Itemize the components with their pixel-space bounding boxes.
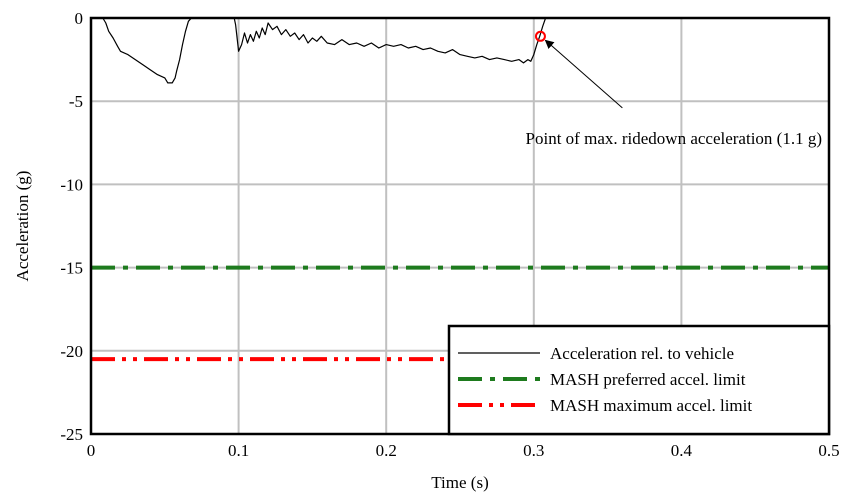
x-tick-label: 0.1: [228, 441, 249, 460]
x-tick-label: 0.3: [523, 441, 544, 460]
data-series: [102, 17, 547, 84]
y-tick-label: -15: [60, 259, 83, 278]
x-tick-label: 0: [87, 441, 96, 460]
max-ridedown-marker: [534, 30, 546, 42]
y-tick-label: 0: [75, 9, 84, 28]
legend-label-1: MASH preferred accel. limit: [550, 370, 746, 389]
legend: Acceleration rel. to vehicle MASH preferr…: [447, 324, 831, 436]
annotation-arrow: [544, 39, 623, 109]
legend-label-2: MASH maximum accel. limit: [550, 396, 752, 415]
x-axis-label: Time (s): [431, 473, 488, 492]
annotation: Point of max. ridedown acceleration (1.1…: [526, 30, 822, 148]
y-tick-label: -20: [60, 342, 83, 361]
annotation-text: Point of max. ridedown acceleration (1.1…: [526, 129, 822, 148]
series-line-0: [102, 17, 547, 84]
y-tick-label: -25: [60, 425, 83, 444]
y-tick-label: -10: [60, 175, 83, 194]
legend-label-0: Acceleration rel. to vehicle: [550, 344, 734, 363]
x-tick-label: 0.5: [818, 441, 839, 460]
x-tick-label: 0.2: [376, 441, 397, 460]
tick-labels: 0 0.1 0.2 0.3 0.4 0.5 0 -5 -10 -15 -20 -25: [60, 9, 839, 460]
x-tick-label: 0.4: [671, 441, 693, 460]
y-axis-label: Acceleration (g): [13, 171, 32, 282]
y-tick-label: -5: [69, 92, 83, 111]
